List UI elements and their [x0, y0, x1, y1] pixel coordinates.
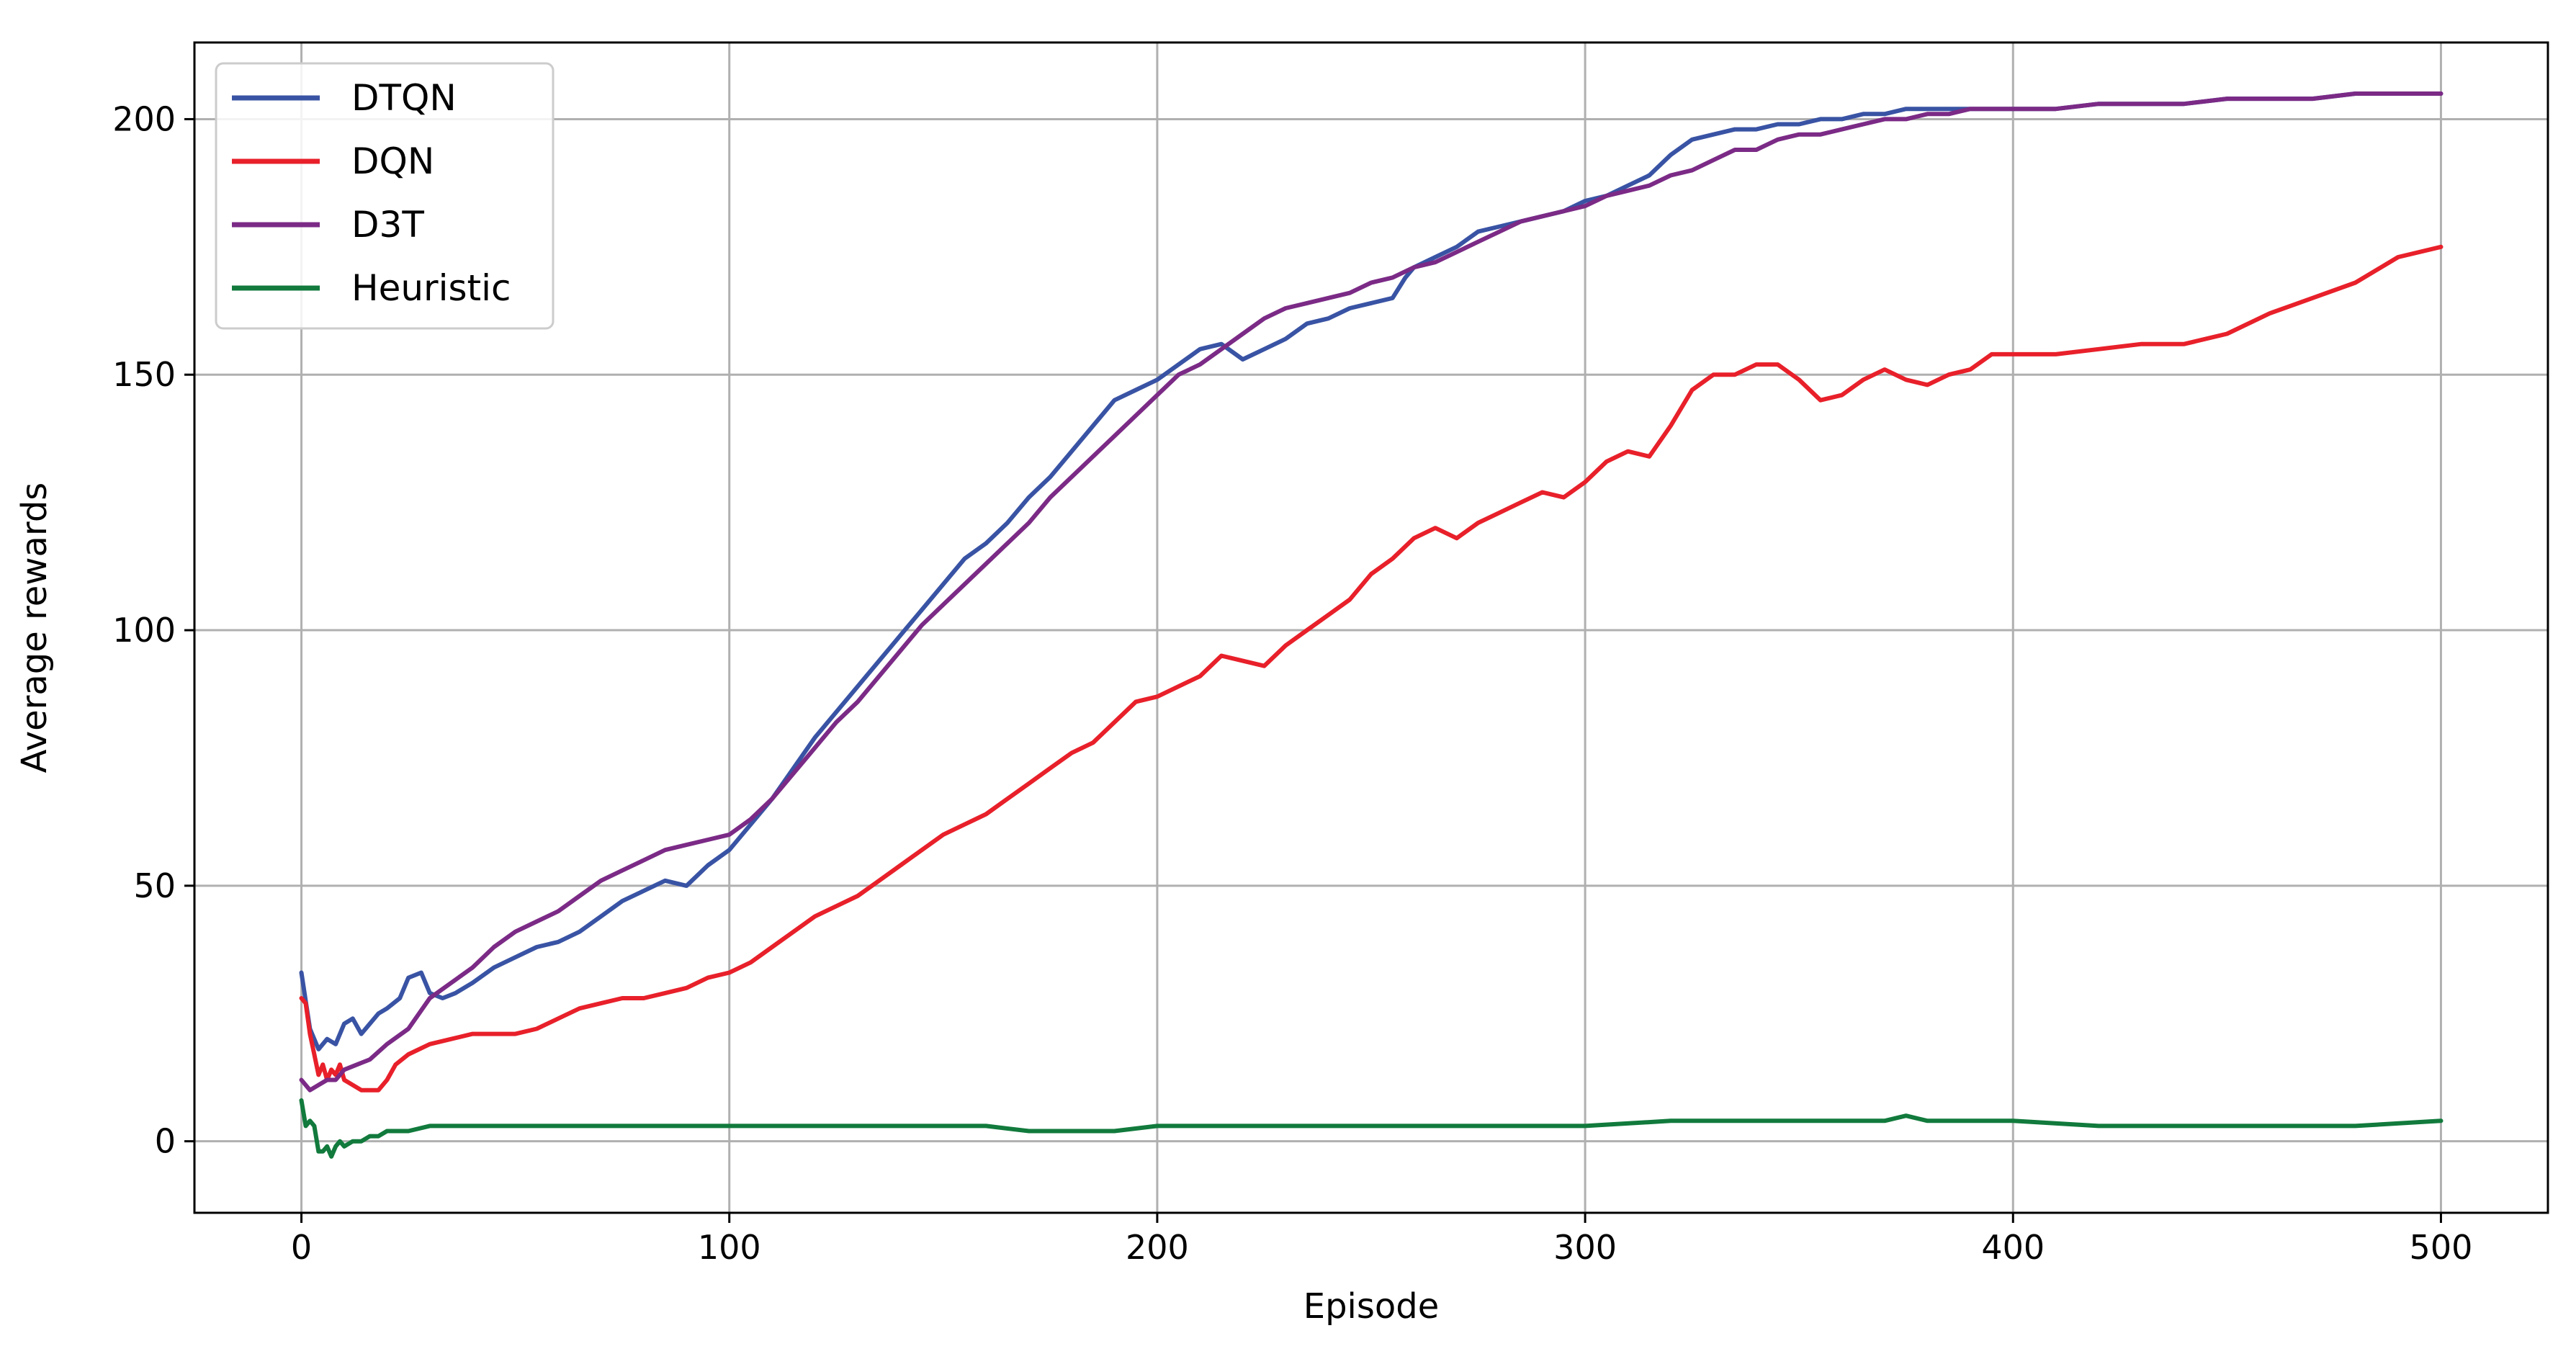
- grid: [194, 42, 2548, 1213]
- series-line-d3t: [299, 91, 2443, 1093]
- series-lines: [299, 91, 2443, 1159]
- legend-label: D3T: [351, 204, 424, 246]
- series-line-dtqn: [299, 91, 2443, 1051]
- legend-label: Heuristic: [351, 267, 511, 309]
- y-tick-label: 100: [112, 611, 176, 650]
- y-tick-label: 0: [155, 1122, 176, 1161]
- legend: DTQN DQN D3T Heuristic: [215, 62, 555, 330]
- y-tick-label: 50: [133, 866, 176, 905]
- series-line-heuristic: [299, 1098, 2443, 1159]
- y-axis-title: Average rewards: [14, 483, 55, 773]
- x-tick-label: 100: [698, 1228, 761, 1267]
- x-tick-label: 500: [2410, 1228, 2473, 1267]
- y-tick-label: 200: [112, 99, 176, 138]
- legend-label: DQN: [351, 140, 434, 182]
- x-tick-label: 400: [1981, 1228, 2045, 1267]
- series-line-dqn: [299, 244, 2443, 1093]
- x-axis-title: Episode: [1303, 1286, 1440, 1327]
- legend-label: DTQN: [351, 77, 457, 119]
- plot-frame: [193, 41, 2549, 1214]
- x-tick-label: 200: [1126, 1228, 1189, 1267]
- x-tick-label: 0: [291, 1228, 312, 1267]
- y-tick-label: 150: [112, 355, 176, 394]
- legend-box: [215, 62, 555, 330]
- x-tick-label: 300: [1553, 1228, 1617, 1267]
- axis-ticks: 0 100 200 300 400 500 0 50 100 150 200: [112, 99, 2472, 1267]
